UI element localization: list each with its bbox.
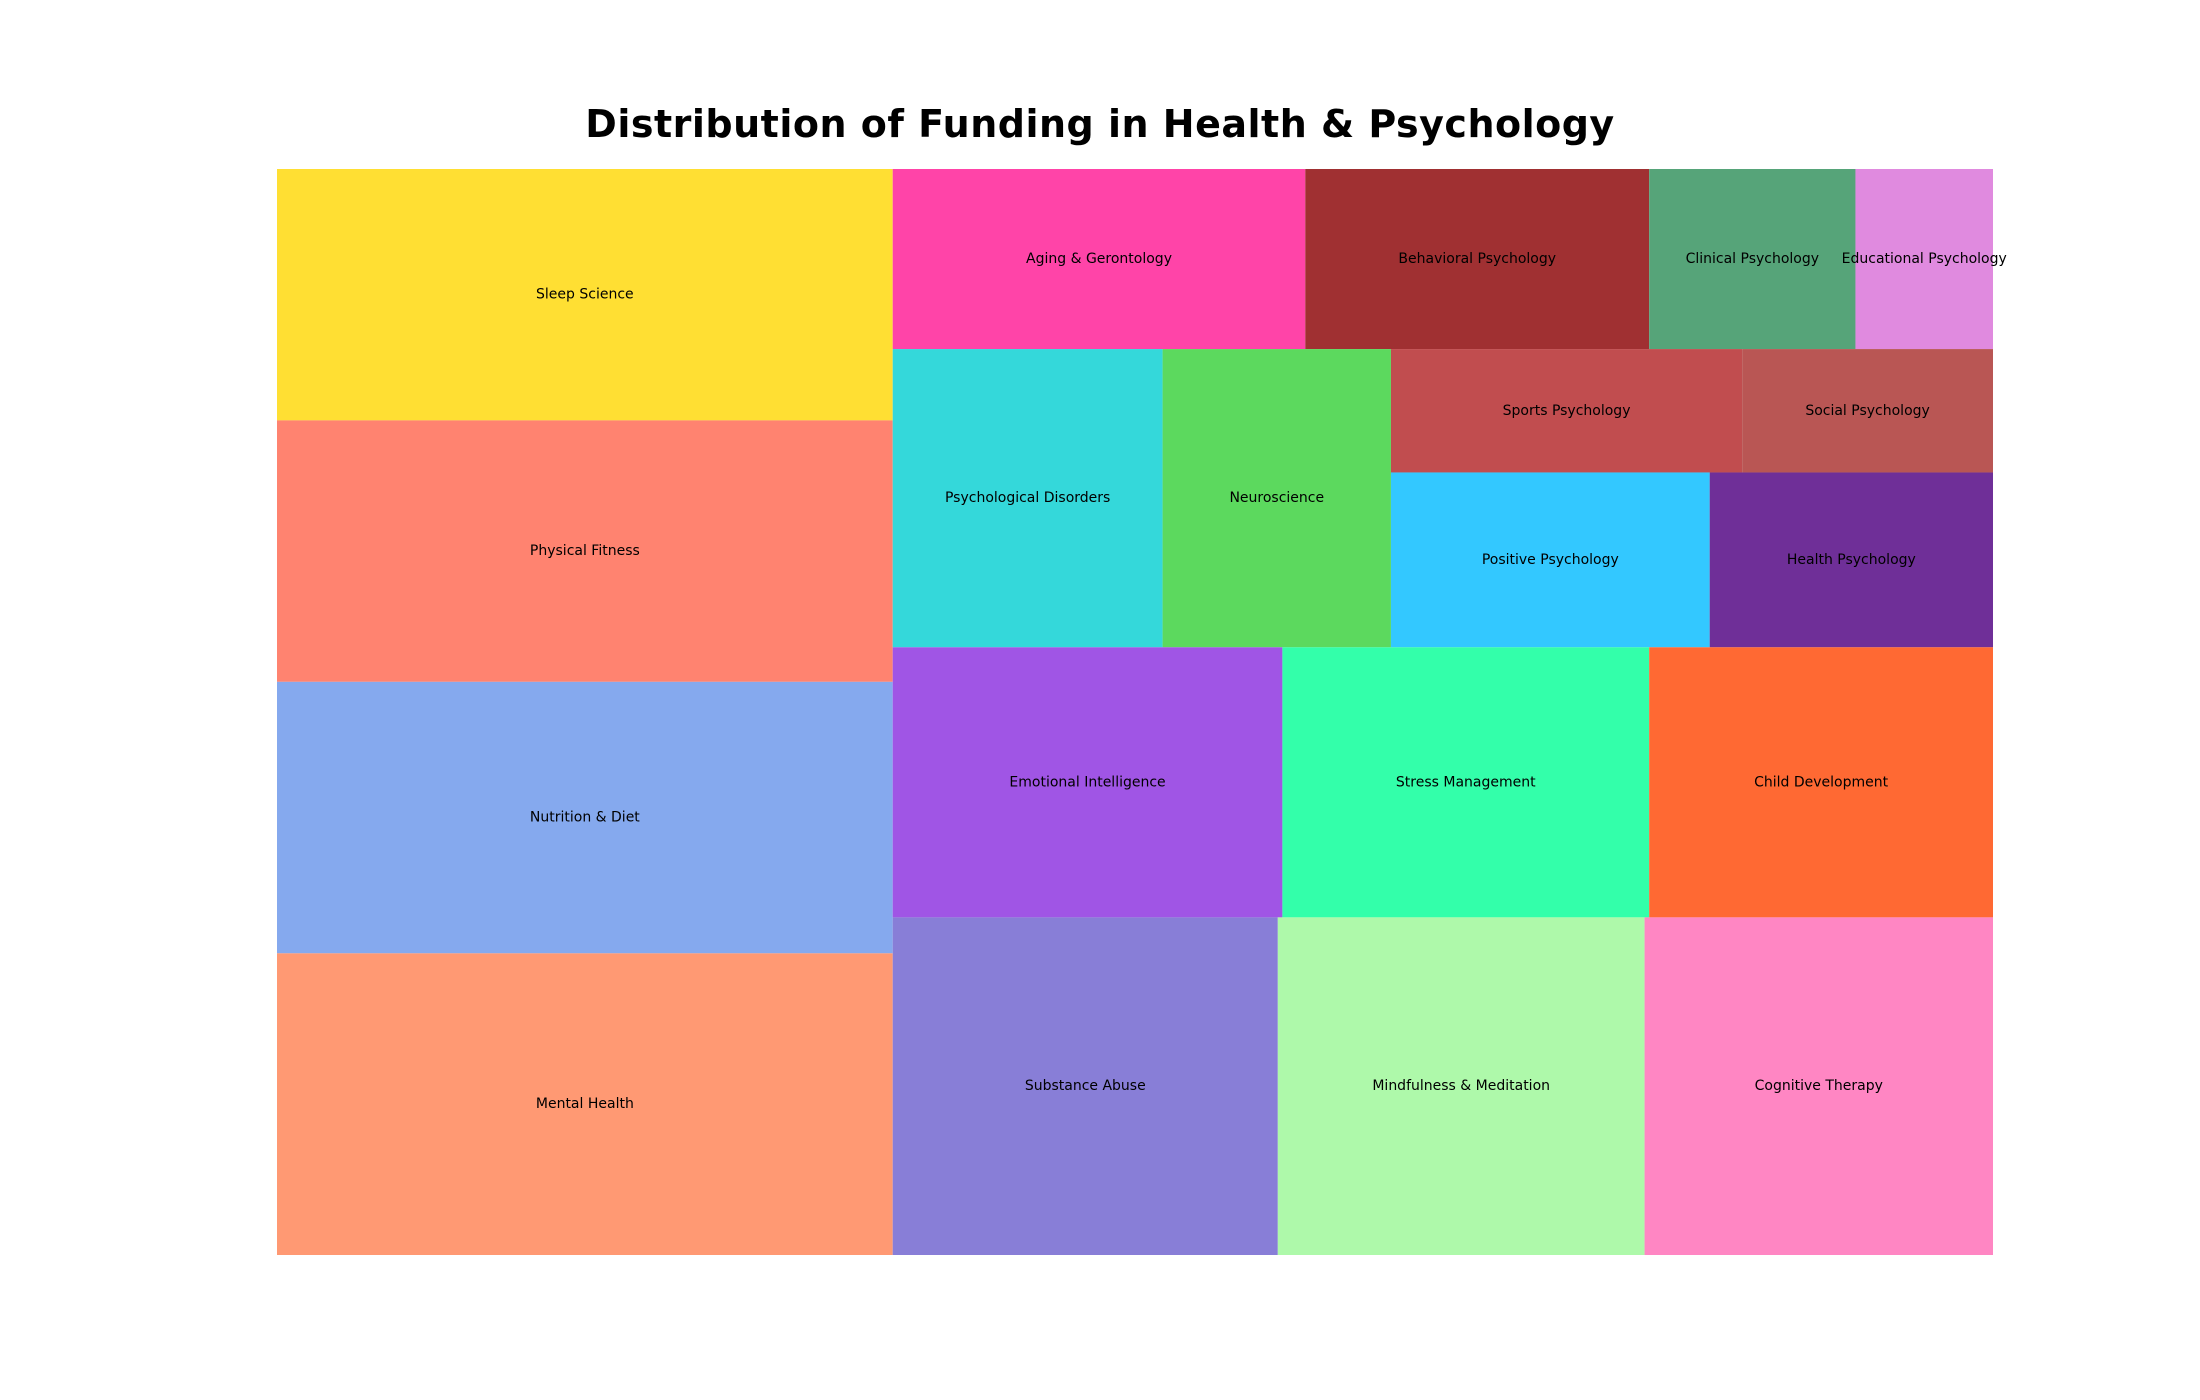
- tile-label: Health Psychology: [1787, 552, 1916, 568]
- tile-rect: [277, 953, 893, 1255]
- tile-rect: [892, 169, 1306, 350]
- tile-behavioral-psychology: Behavioral Psychology: [1305, 169, 1650, 350]
- tile-label: Behavioral Psychology: [1398, 251, 1556, 267]
- tile-aging-and-gerontology: Aging & Gerontology: [892, 169, 1306, 350]
- tile-rect: [1709, 472, 1993, 648]
- tile-educational-psychology: Educational Psychology: [1842, 169, 2007, 350]
- tile-label: Cognitive Therapy: [1755, 1078, 1883, 1094]
- tile-rect: [277, 681, 893, 954]
- tile-label: Psychological Disorders: [945, 490, 1110, 506]
- tile-rect: [1742, 349, 1993, 473]
- tile-rect: [892, 647, 1283, 918]
- tile-sports-psychology: Sports Psychology: [1390, 349, 1743, 473]
- tile-rect: [1855, 169, 1993, 350]
- tile-label: Sports Psychology: [1503, 403, 1631, 419]
- tile-label: Stress Management: [1396, 774, 1536, 790]
- tile-rect: [1649, 169, 1856, 350]
- tile-rect: [1644, 917, 1993, 1255]
- chart-title: Distribution of Funding in Health & Psyc…: [585, 102, 1615, 146]
- tile-label: Educational Psychology: [1842, 251, 2007, 267]
- tile-rect: [892, 349, 1163, 648]
- tile-rect: [1162, 349, 1391, 648]
- tile-psychological-disorders: Psychological Disorders: [892, 349, 1163, 648]
- tile-positive-psychology: Positive Psychology: [1390, 472, 1710, 648]
- tile-label: Nutrition & Diet: [530, 810, 640, 826]
- tile-label: Physical Fitness: [530, 543, 640, 559]
- tile-stress-management: Stress Management: [1282, 647, 1650, 918]
- tile-nutrition-and-diet: Nutrition & Diet: [277, 681, 893, 954]
- tile-rect: [1305, 169, 1650, 350]
- tile-rect: [892, 917, 1278, 1255]
- tile-label: Social Psychology: [1805, 403, 1930, 419]
- tile-physical-fitness: Physical Fitness: [277, 420, 893, 682]
- tile-rect: [1649, 647, 1993, 918]
- tile-label: Emotional Intelligence: [1009, 774, 1165, 790]
- tile-substance-abuse: Substance Abuse: [892, 917, 1278, 1255]
- tile-social-psychology: Social Psychology: [1742, 349, 1993, 473]
- tile-label: Neuroscience: [1229, 490, 1324, 506]
- tile-mindfulness-and-meditation: Mindfulness & Meditation: [1277, 917, 1645, 1255]
- tile-child-development: Child Development: [1649, 647, 1993, 918]
- tile-label: Sleep Science: [536, 287, 634, 303]
- tile-label: Substance Abuse: [1025, 1078, 1146, 1094]
- tile-health-psychology: Health Psychology: [1709, 472, 1993, 648]
- tile-clinical-psychology: Clinical Psychology: [1649, 169, 1856, 350]
- tile-rect: [1277, 917, 1645, 1255]
- tile-label: Child Development: [1754, 774, 1889, 790]
- tile-label: Aging & Gerontology: [1026, 251, 1172, 267]
- tile-rect: [277, 169, 893, 421]
- tile-rect: [1390, 349, 1743, 473]
- tile-label: Mental Health: [536, 1096, 634, 1112]
- tile-rect: [1282, 647, 1650, 918]
- tile-label: Positive Psychology: [1482, 552, 1619, 568]
- tile-cognitive-therapy: Cognitive Therapy: [1644, 917, 1993, 1255]
- tile-rect: [1390, 472, 1710, 648]
- tile-emotional-intelligence: Emotional Intelligence: [892, 647, 1283, 918]
- tile-neuroscience: Neuroscience: [1162, 349, 1391, 648]
- tile-rect: [277, 420, 893, 682]
- tile-mental-health: Mental Health: [277, 953, 893, 1255]
- tile-sleep-science: Sleep Science: [277, 169, 893, 421]
- tile-label: Clinical Psychology: [1686, 251, 1819, 267]
- tile-label: Mindfulness & Meditation: [1372, 1078, 1550, 1094]
